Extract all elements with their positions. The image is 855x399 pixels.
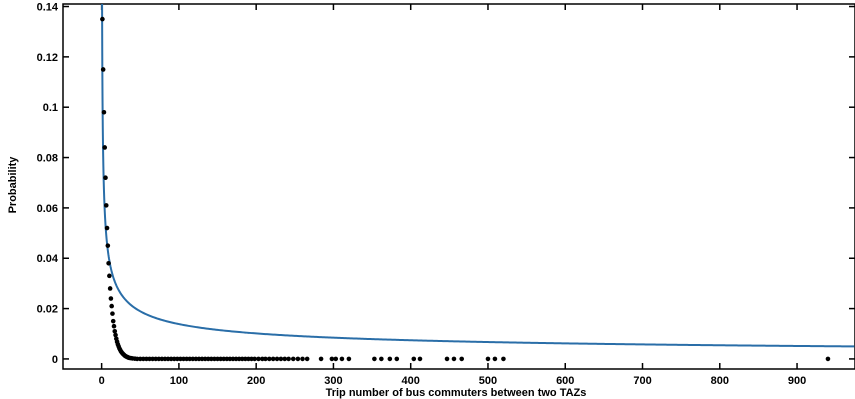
x-tick-label: 900 — [788, 375, 806, 387]
data-point — [318, 356, 324, 362]
data-point — [252, 356, 257, 362]
x-tick-label: 600 — [556, 375, 574, 387]
data-point — [329, 356, 335, 362]
data-point — [105, 243, 111, 248]
data-point — [102, 145, 108, 150]
x-axis: 0 100 200 300 400 500 600 700 800 900 — [99, 4, 806, 387]
y-axis: 0 0.02 0.04 0.06 0.08 0.1 0.12 0.14 — [37, 2, 855, 366]
y-tick-label: 0.02 — [37, 304, 58, 316]
x-tick-label: 200 — [247, 375, 265, 387]
data-point — [459, 356, 465, 362]
data-point — [300, 356, 305, 362]
data-point — [110, 318, 116, 324]
data-point — [108, 296, 114, 301]
data-point — [379, 356, 384, 362]
data-point — [492, 356, 498, 362]
data-point — [372, 356, 377, 362]
y-tick-label: 0.06 — [37, 203, 58, 215]
data-point — [282, 356, 288, 362]
plot-border — [62, 3, 855, 370]
data-point — [387, 356, 393, 362]
data-point — [417, 356, 423, 362]
data-point — [339, 356, 345, 362]
y-axis-title: Probability — [7, 156, 19, 214]
data-point — [109, 303, 114, 309]
data-point — [256, 356, 261, 362]
data-point — [110, 311, 115, 316]
data-point — [444, 356, 450, 362]
x-tick-label: 500 — [479, 375, 497, 387]
data-point — [451, 356, 457, 362]
x-tick-label: 300 — [324, 375, 342, 387]
y-tick-label: 0.04 — [37, 253, 59, 265]
y-tick-label: 0.12 — [37, 52, 58, 64]
data-point — [333, 356, 339, 362]
data-point — [394, 356, 400, 362]
data-point — [112, 328, 118, 334]
fitted-curve — [101, 4, 855, 348]
y-tick-label: 0.08 — [37, 153, 58, 165]
data-point — [100, 16, 105, 22]
data-point — [100, 67, 106, 72]
data-point — [103, 175, 108, 180]
data-point — [485, 356, 491, 362]
plot-frame — [62, 3, 855, 370]
series-layer — [100, 4, 855, 362]
y-tick-label: 0.1 — [43, 102, 58, 114]
data-point — [104, 225, 110, 231]
data-point — [286, 356, 291, 362]
x-tick-label: 0 — [99, 375, 105, 387]
y-tick-label: 0.14 — [37, 2, 59, 14]
data-point — [825, 356, 831, 362]
x-tick-label: 400 — [402, 375, 420, 387]
y-tick-label: 0 — [52, 354, 58, 366]
data-point — [101, 109, 107, 115]
data-point — [501, 356, 506, 362]
data-point — [267, 356, 272, 362]
x-axis-title: Trip number of bus commuters between two… — [326, 387, 587, 399]
x-tick-label: 800 — [711, 375, 729, 387]
data-point — [113, 332, 118, 338]
data-point — [304, 356, 310, 362]
data-point — [106, 260, 111, 266]
data-point — [111, 323, 117, 329]
x-tick-label: 100 — [170, 375, 188, 387]
data-point — [107, 286, 113, 291]
data-point — [263, 356, 268, 362]
data-point — [274, 356, 280, 362]
data-point — [290, 356, 296, 362]
data-point — [278, 356, 284, 362]
data-point — [295, 356, 301, 362]
data-point — [411, 356, 417, 362]
data-point — [107, 273, 112, 279]
data-point — [346, 356, 352, 362]
data-point — [270, 356, 276, 362]
x-tick-label: 700 — [633, 375, 651, 387]
data-point — [103, 203, 109, 208]
